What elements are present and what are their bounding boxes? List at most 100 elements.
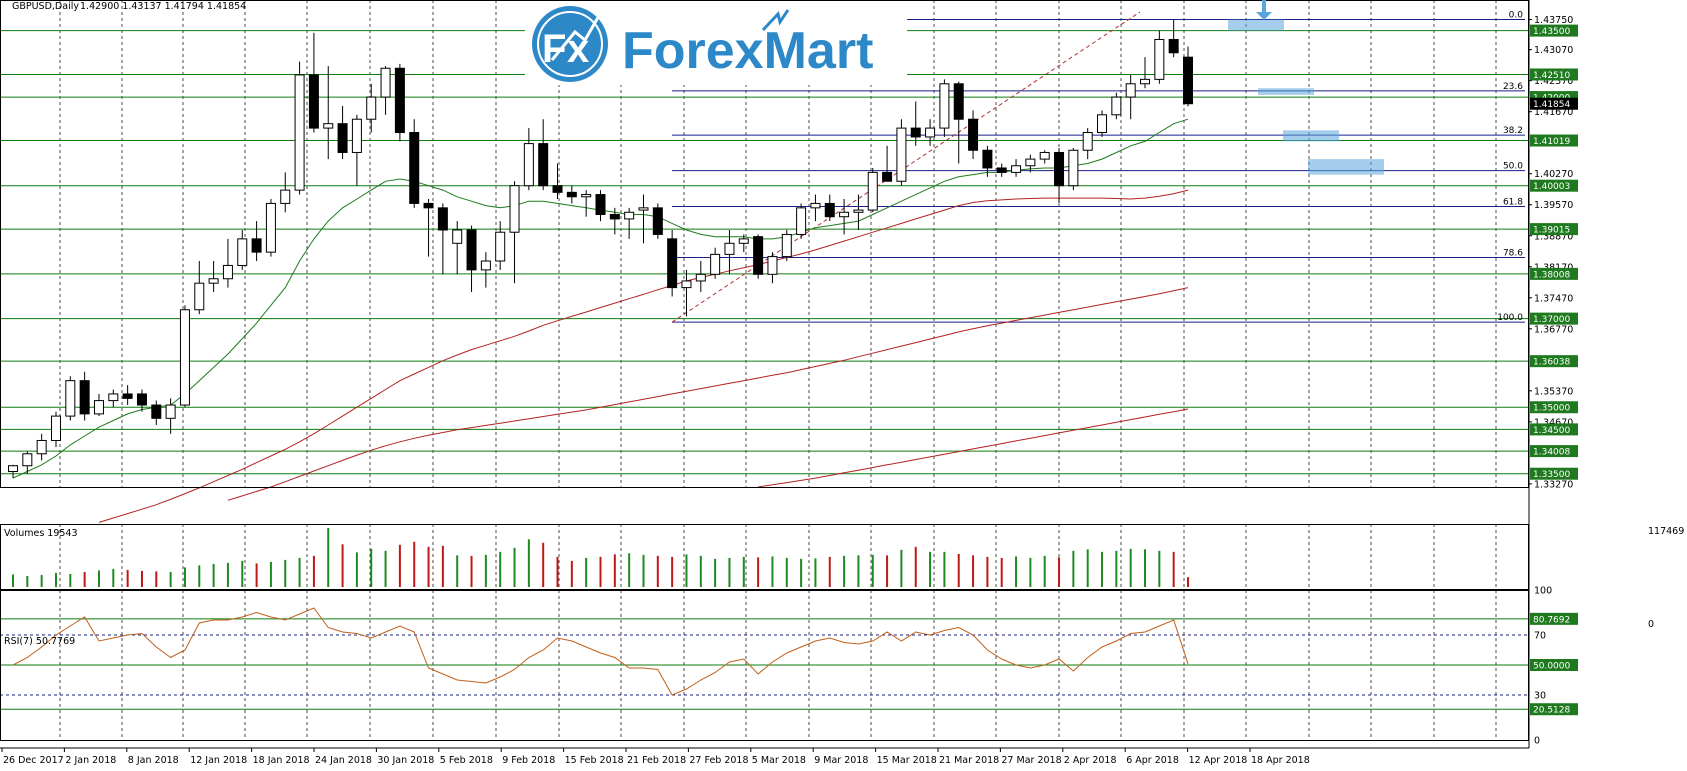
candle-bull [380, 67, 391, 98]
rsi-tick-label: 70 [1534, 631, 1546, 642]
moving-average-slow [227, 287, 1189, 501]
rsi-tick-label: 0 [1534, 736, 1540, 747]
price-level-tag-text: 1.42510 [1533, 71, 1570, 81]
price-level-tag [1530, 134, 1578, 147]
x-tick-label: 6 Apr 2018 [1126, 755, 1179, 766]
x-tick-label: 18 Apr 2018 [1251, 755, 1310, 766]
moving-average-slowest [758, 408, 1189, 488]
candle-bear [394, 67, 405, 134]
candle-bear [552, 185, 563, 193]
axes-layer: 1.43750 1.43070 1.42370 1.41670 1.40270 1.395… [0, 0, 1573, 748]
price-level-tag-text: 1.41854 [1533, 100, 1570, 110]
price-level-tag-text: 1.39015 [1533, 226, 1570, 236]
fibonacci-level-label: 61.8 [1503, 198, 1523, 208]
candle-bull [1140, 78, 1151, 85]
candle-bull [853, 209, 864, 213]
candle-bear [136, 393, 147, 406]
x-tick-label: 27 Feb 2018 [689, 755, 748, 766]
candle-bear [996, 167, 1007, 173]
price-level-tag [1530, 223, 1578, 236]
fibonacci-level-label: 100.0 [1497, 313, 1523, 323]
price-tick-label: 1.41670 [1534, 107, 1573, 118]
candle-bear [910, 127, 921, 138]
logo-circle-icon [532, 6, 608, 82]
brand-logo: F x ForexMart [525, 1, 907, 85]
price-tick-label: 1.37470 [1534, 293, 1573, 304]
candle-bull [280, 189, 291, 204]
price-level-tag [1530, 68, 1578, 81]
candle-bull [222, 264, 233, 280]
fibonacci-level-label: 23.6 [1503, 82, 1523, 92]
price-level-tag [1530, 355, 1578, 368]
price-tick-label: 1.35370 [1534, 386, 1573, 397]
header-symbol: GBPUSD,Daily [12, 1, 79, 12]
fibonacci-level-label: 78.6 [1503, 248, 1523, 258]
candle-bear [409, 132, 420, 204]
candle-bear [151, 404, 162, 419]
rsi-layer [0, 607, 1529, 710]
price-level-tag-text: 1.34008 [1533, 448, 1570, 458]
candle-bull [925, 127, 936, 138]
price-tick-label: 1.39570 [1534, 200, 1573, 211]
rsi-level-tag-text: 20.5128 [1533, 706, 1570, 716]
x-tick-label: 30 Jan 2018 [377, 755, 434, 766]
price-level-tag-text: 1.37000 [1533, 315, 1570, 325]
candle-bear [953, 83, 964, 120]
logo-text: ForexMart [622, 22, 873, 80]
candle-bull [939, 83, 950, 129]
candle-bull [480, 260, 491, 271]
moving-average-mid [98, 189, 1189, 523]
candle-bull [108, 393, 119, 402]
price-level-tag-text: 1.43500 [1533, 27, 1570, 37]
candle-bear [824, 202, 835, 218]
price-level-tag-text: 1.41019 [1533, 137, 1570, 147]
candle-bull [294, 74, 305, 191]
price-level-tag [1530, 312, 1578, 325]
x-tick-label: 2 Apr 2018 [1064, 755, 1117, 766]
target-zone-box [1228, 19, 1284, 31]
grid-layer [59, 0, 1497, 740]
price-level-tag-text: 1.40003 [1533, 182, 1570, 192]
candle-bull [495, 231, 506, 262]
price-level-tag [1530, 97, 1578, 110]
volume-panel-label: Volumes 19543 [4, 528, 78, 539]
candle-bear [437, 207, 448, 231]
candle-bull [710, 253, 721, 275]
price-level-tag-text: 1.35000 [1533, 404, 1570, 414]
candle-bull [93, 400, 104, 415]
price-tick-label: 1.38170 [1534, 262, 1573, 273]
candle-bear [753, 236, 764, 275]
x-tick-label: 15 Feb 2018 [565, 755, 624, 766]
x-tick-label: 21 Mar 2018 [939, 755, 999, 766]
candle-bull [1039, 151, 1050, 160]
candle-bear [609, 213, 620, 220]
x-tick-label: 18 Jan 2018 [253, 755, 310, 766]
candle-bear [466, 229, 477, 271]
candle-bull [36, 439, 47, 455]
candle-bull [896, 127, 907, 182]
price-level-tag [1530, 445, 1578, 458]
header-ohlc: 1.42900 1.43137 1.41794 1.41854 [80, 1, 246, 12]
candle-bull [1154, 38, 1165, 80]
horizontal-levels-layer [0, 30, 1529, 475]
candle-bull [839, 211, 850, 218]
target-zone-box [1283, 130, 1339, 142]
x-tick-label: 9 Mar 2018 [814, 755, 868, 766]
candle-bull [624, 211, 635, 220]
price-tick-label: 1.43750 [1534, 15, 1573, 26]
rsi-tick-label: 30 [1534, 691, 1546, 702]
price-level-tag-text: 1.34500 [1533, 426, 1570, 436]
price-level-tag [1530, 401, 1578, 414]
candle-bull [237, 238, 248, 266]
target-zone-box [1258, 88, 1314, 95]
candle-bull [208, 278, 219, 284]
candle-bear [566, 191, 577, 198]
candle-bull [796, 207, 807, 235]
rsi-tick-label: 100 [1534, 586, 1552, 597]
candles-layer [8, 19, 1193, 479]
price-tick-label: 1.34670 [1534, 417, 1573, 428]
x-tick-label: 24 Jan 2018 [315, 755, 372, 766]
candle-bear [79, 380, 90, 415]
candle-bull [65, 380, 76, 417]
